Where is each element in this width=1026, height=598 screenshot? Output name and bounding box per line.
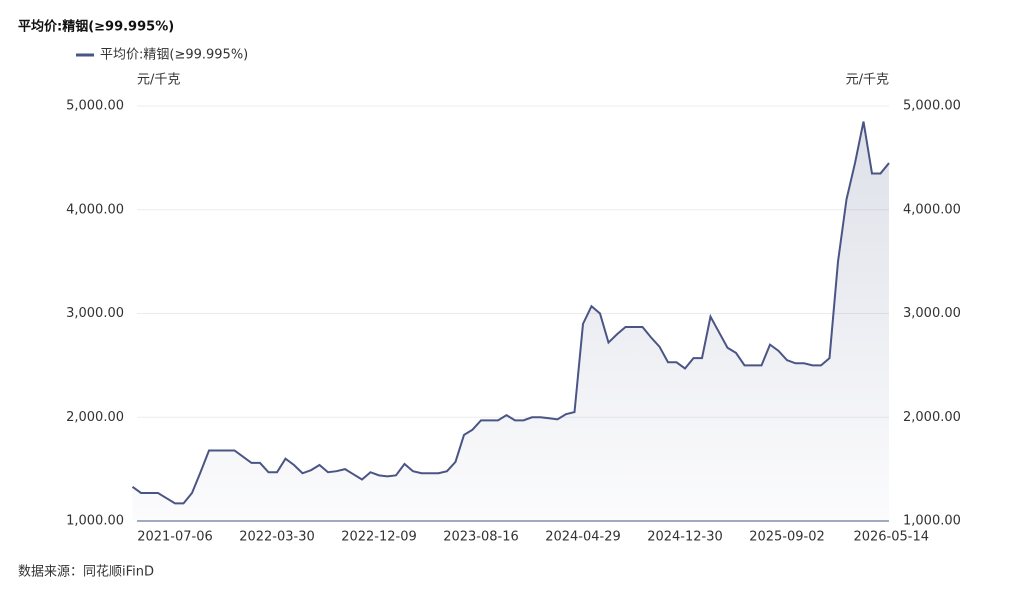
x-tick-label: 2021-07-06 [137,530,213,545]
x-tick-label: 2024-12-30 [647,530,723,545]
y2-tick-label: 4,000.00 [903,202,961,217]
legend-label: 平均价:精铟(≥99.995%) [100,48,248,63]
x-tick-label: 2026-05-14 [853,530,929,545]
line-area [132,121,889,521]
line [131,121,890,505]
source-note: 数据来源：同花顺iFinD [18,564,154,580]
y2-tick-label: 5,000.00 [903,99,961,114]
y-tick-label: 2,000.00 [66,410,124,425]
y2-unit: 元/千克 [846,73,889,88]
y-unit: 元/千克 [137,73,180,88]
y-tick-label: 3,000.00 [66,306,124,321]
y-tick-label: 5,000.00 [66,99,124,114]
y2-tick-label: 2,000.00 [903,410,961,425]
x-tick-label: 2024-04-29 [545,530,621,545]
y2-tick-label: 3,000.00 [903,306,961,321]
x-tick-label: 2025-09-02 [749,530,825,545]
y-tick-label: 4,000.00 [66,202,124,217]
x-tick-label: 2022-03-30 [239,530,315,545]
x-tick-label: 2022-12-09 [341,530,417,545]
y2-tick-label: 1,000.00 [903,514,961,529]
chart-title: 平均价:精铟(≥99.995%) [18,19,174,35]
y-tick-label: 1,000.00 [66,514,124,529]
x-tick-label: 2023-08-16 [443,530,519,545]
